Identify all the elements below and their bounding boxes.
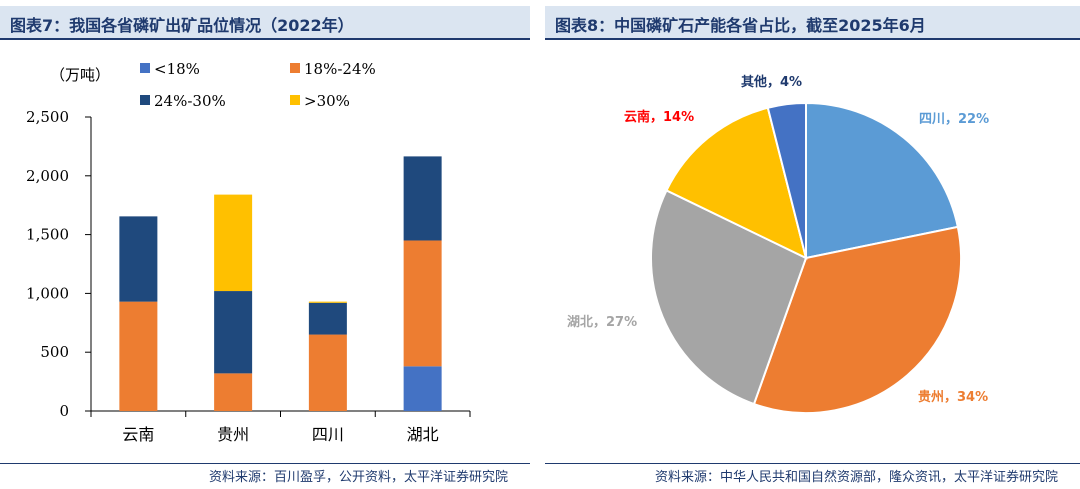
bar-segment [403, 366, 442, 411]
legend-swatch [140, 63, 150, 73]
x-tick-label: 湖北 [407, 425, 439, 444]
bar-segment [403, 156, 442, 241]
pie-slice-label: 湖北，27% [567, 315, 637, 330]
x-tick-label: 贵州 [217, 425, 249, 444]
pie-slice [752, 225, 962, 414]
legend-swatch [290, 95, 300, 105]
legend-label: <18% [154, 60, 200, 78]
bar-segment [403, 240, 442, 367]
bar-segment [308, 301, 347, 303]
pie-slice-label: 云南，14% [624, 109, 694, 125]
y-tick-label: 1,000 [26, 284, 69, 302]
y-axis-unit-label: （万吨） [50, 66, 110, 84]
y-tick-label: 0 [59, 402, 69, 420]
x-tick-label: 四川 [312, 425, 344, 444]
bar-chart-title: 图表7：我国各省磷矿出矿品位情况（2022年） [10, 16, 354, 35]
legend-label: 24%-30% [154, 92, 226, 110]
bar-chart: （万吨） 0 500 1,000 1,500 2,000 2,500 云南 贵州 四川 湖北 <18%… [26, 60, 471, 444]
bar-segment [308, 302, 347, 335]
pie-slice [766, 101, 807, 259]
legend-swatch [290, 63, 300, 73]
bar-segment [119, 301, 158, 411]
pie-chart-title-bar: 图表8：中国磷矿石产能各省占比，截至2025年6月 [545, 6, 1080, 40]
y-tick-label: 500 [40, 343, 69, 361]
bar-chart-source-divider [0, 463, 530, 464]
legend-swatch [140, 95, 150, 105]
legend-label: 18%-24% [304, 60, 376, 78]
bar-segment [214, 194, 253, 292]
bar-segment [214, 291, 253, 374]
x-tick-label: 云南 [122, 425, 154, 444]
pie-chart-panel: 图表8：中国磷矿石产能各省占比，截至2025年6月 四川，22% 贵州，34% 湖北… [545, 0, 1080, 489]
y-tick-label: 2,500 [26, 108, 69, 126]
bar-segment [214, 373, 253, 411]
pie-slice [650, 189, 808, 406]
y-tick-label: 1,500 [26, 226, 69, 244]
bar-chart-panel: 图表7：我国各省磷矿出矿品位情况（2022年） （万吨） 0 500 1,000 1,5… [0, 0, 530, 489]
pie-chart: 四川，22% 贵州，34% 湖北，27% 云南，14% 其他，4% [567, 74, 989, 414]
bar-chart-title-bar: 图表7：我国各省磷矿出矿品位情况（2022年） [0, 6, 530, 40]
pie-slice [665, 106, 808, 260]
pie-slice [805, 101, 960, 260]
bar-segment [119, 216, 158, 302]
bar-chart-source: 资料来源：百川盈孚，公开资料，太平洋证券研究院 [208, 470, 508, 485]
legend-label: >30% [304, 92, 350, 110]
pie-slice-label: 四川，22% [919, 112, 989, 127]
pie-chart-source-divider [545, 463, 1080, 464]
pie-chart-title: 图表8：中国磷矿石产能各省占比，截至2025年6月 [555, 16, 926, 35]
y-tick-label: 2,000 [26, 167, 69, 185]
bar-segment [308, 334, 347, 411]
pie-chart-source: 资料来源：中华人民共和国自然资源部，隆众资讯，太平洋证券研究院 [654, 470, 1058, 485]
pie-slice-label: 贵州，34% [918, 389, 988, 405]
pie-slice-label: 其他，4% [741, 74, 802, 90]
